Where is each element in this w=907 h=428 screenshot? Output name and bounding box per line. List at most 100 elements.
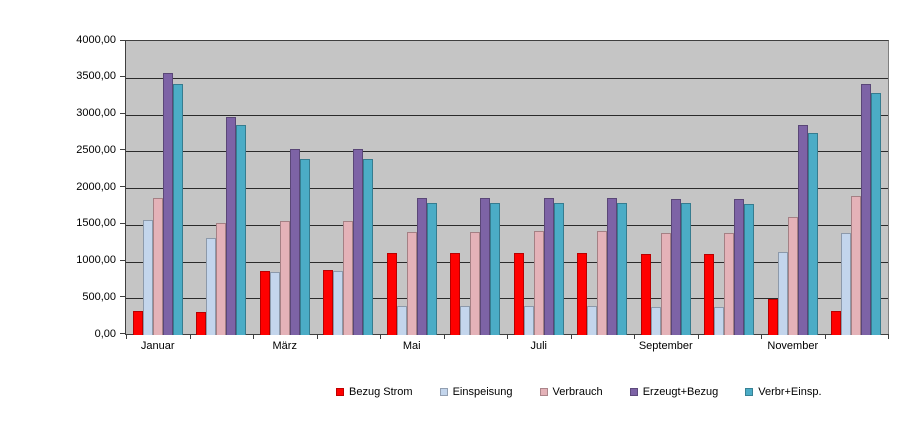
bar-group-juli	[507, 41, 571, 335]
legend-label: Einspeisung	[452, 386, 513, 398]
y-tick	[120, 333, 125, 334]
bar	[777, 252, 788, 335]
legend-item: Bezug Strom	[336, 385, 413, 399]
gridline	[126, 298, 888, 300]
bar	[490, 203, 501, 335]
bar-group-september	[634, 41, 698, 335]
y-tick-label: 3500,00	[76, 70, 116, 83]
bar	[363, 159, 374, 335]
bar	[386, 253, 397, 335]
y-tick	[120, 259, 125, 261]
y-tick-label: 4000,00	[76, 33, 116, 46]
bar	[406, 232, 417, 335]
bar	[851, 196, 862, 335]
bar	[480, 198, 491, 335]
y-tick-label: 2500,00	[76, 143, 116, 156]
bar	[577, 253, 588, 335]
x-tick-label: März	[272, 340, 297, 352]
bar-group-mai	[380, 41, 444, 335]
plot-area	[126, 40, 889, 335]
legend-item: Verbr+Einsp.	[745, 385, 822, 399]
bar-group-dezember	[825, 41, 889, 335]
bar	[269, 272, 280, 335]
y-tick	[120, 186, 125, 187]
legend-label: Verbr+Einsp.	[758, 386, 822, 398]
bar	[714, 307, 725, 335]
x-tick	[761, 335, 762, 339]
bar	[343, 221, 354, 335]
legend-swatch-icon	[336, 388, 344, 396]
y-tick-label: 1500,00	[76, 217, 116, 230]
bar-group-april	[317, 41, 381, 335]
y-axis-line	[125, 40, 126, 335]
x-tick	[698, 335, 699, 339]
bar	[353, 149, 364, 335]
x-tick-label: November	[767, 340, 819, 352]
x-tick-label: Mai	[402, 340, 421, 352]
y-tick-label: 500,00	[82, 290, 116, 303]
bar	[460, 306, 471, 335]
bar	[323, 270, 334, 335]
bar	[142, 220, 153, 335]
bar-group-märz	[253, 41, 317, 335]
bar-group-oktober	[698, 41, 762, 335]
x-tick	[571, 335, 572, 339]
bar	[734, 199, 745, 335]
y-tick	[120, 222, 125, 224]
y-tick	[120, 40, 125, 41]
y-tick-label: 0,00	[94, 327, 116, 340]
bar	[744, 204, 755, 335]
gridline	[126, 261, 888, 263]
bar	[523, 306, 534, 335]
bar	[587, 306, 598, 335]
x-tick-label: Januar	[140, 340, 175, 352]
x-tick	[126, 335, 127, 339]
bar	[396, 306, 407, 335]
bar	[279, 221, 290, 335]
gridline	[126, 151, 888, 153]
bar	[152, 198, 163, 335]
x-tick	[253, 335, 254, 339]
legend-swatch-icon	[439, 388, 448, 396]
bar	[236, 125, 247, 335]
bar	[470, 232, 481, 335]
bar	[162, 73, 173, 335]
bar	[797, 125, 808, 335]
legend-label: Verbrauch	[552, 386, 603, 398]
x-tick	[317, 335, 318, 339]
gridline	[126, 188, 888, 189]
legend-item: Erzeugt+Bezug	[629, 385, 718, 399]
legend-item: Verbrauch	[539, 385, 603, 399]
y-tick	[120, 149, 125, 151]
bar	[450, 253, 461, 335]
bar	[333, 271, 344, 335]
x-tick	[190, 335, 191, 339]
bar	[216, 223, 227, 335]
bar	[553, 203, 564, 335]
legend-label: Bezug Strom	[349, 386, 413, 398]
gridline	[126, 77, 888, 79]
y-tick-label: 2000,00	[76, 180, 116, 193]
bar	[807, 133, 818, 335]
y-tick-label: 3000,00	[76, 107, 116, 119]
bar	[650, 307, 661, 335]
bar	[289, 149, 300, 335]
x-tick-label: Juli	[530, 340, 547, 352]
bar-group-november	[761, 41, 825, 335]
bar-group-februar	[190, 41, 254, 335]
bar	[607, 198, 618, 335]
bar	[416, 198, 427, 335]
x-axis-line	[125, 334, 889, 335]
bar-group-juni	[444, 41, 508, 335]
bar-group-januar	[126, 41, 190, 335]
bar	[299, 159, 310, 335]
gridline	[126, 224, 888, 226]
bar	[767, 299, 778, 335]
bar	[724, 233, 735, 335]
bar	[226, 117, 237, 335]
bar	[132, 311, 143, 335]
y-tick-label: 1000,00	[76, 254, 116, 266]
bar-group-august	[571, 41, 635, 335]
bar	[259, 271, 270, 335]
gridline	[126, 114, 888, 116]
